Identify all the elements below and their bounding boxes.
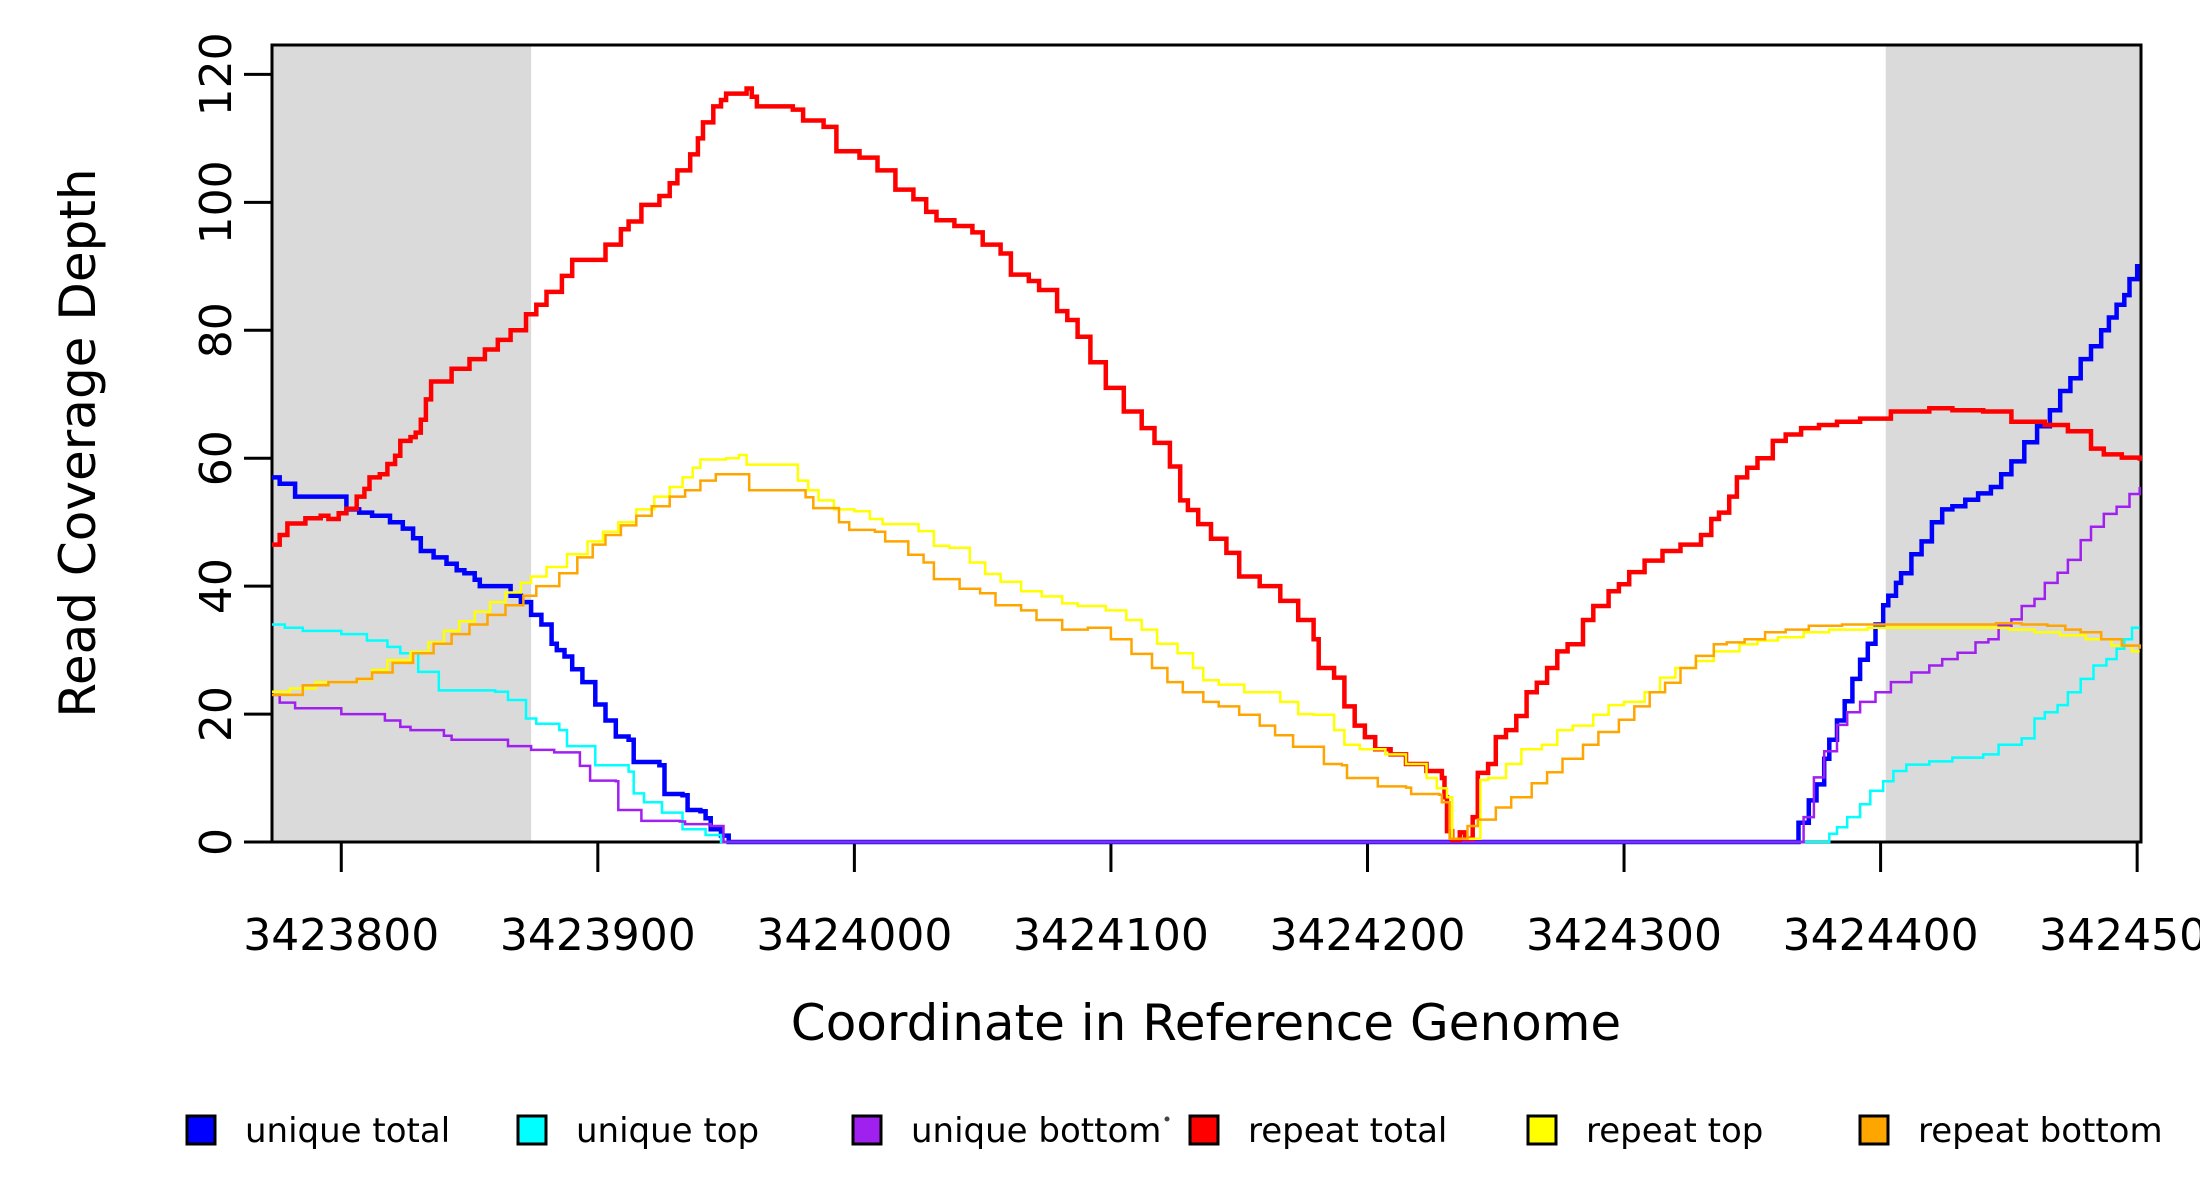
- y-axis-title: Read Coverage Depth: [49, 168, 107, 717]
- legend-swatch: [1188, 1114, 1220, 1146]
- y-tick-label: 100: [191, 160, 242, 244]
- y-tick-label: 120: [191, 32, 242, 116]
- legend-item-unique-top: unique top: [516, 1111, 759, 1151]
- legend-swatch: [1526, 1114, 1558, 1146]
- legend-label: unique top: [576, 1111, 759, 1151]
- x-tick-label: 3424100: [1013, 910, 1209, 961]
- x-tick-label: 3424300: [1526, 910, 1722, 961]
- y-tick-label: 0: [191, 828, 242, 856]
- y-tick-label: 40: [191, 558, 242, 614]
- legend-item-unique-bottom: unique bottom: [851, 1111, 1161, 1151]
- legend-label: repeat top: [1586, 1111, 1763, 1151]
- legend-swatch: [516, 1114, 548, 1146]
- series-unique-top: [272, 623, 2140, 844]
- right-repeat-region: [1885, 45, 2141, 842]
- legend-item-repeat-bottom: repeat bottom: [1858, 1111, 2163, 1151]
- legend-item-unique-total: unique total: [185, 1111, 450, 1151]
- x-tick-label: 3424000: [756, 910, 952, 961]
- series-unique-bottom: [272, 487, 2141, 844]
- x-tick-label: 3424200: [1270, 910, 1466, 961]
- legend-swatch: [185, 1114, 217, 1146]
- series-unique-total: [272, 264, 2140, 845]
- series-repeat-bottom: [272, 472, 2141, 841]
- x-tick-label: 3423800: [243, 910, 439, 961]
- x-tick-label: 3424400: [1783, 910, 1979, 961]
- stray-dot: [1164, 1116, 1170, 1122]
- x-tick-label: 3423900: [500, 910, 696, 961]
- legend-item-repeat-top: repeat top: [1526, 1111, 1763, 1151]
- axes-layer: 3423800 3423900 3424000 3424100 3424200 34243…: [191, 32, 2200, 961]
- series-layer: [272, 86, 2142, 845]
- legend-item-repeat-total: repeat total: [1188, 1111, 1447, 1151]
- series-repeat-top: [272, 453, 2140, 841]
- legend: unique total unique top unique bottom repea…: [185, 1111, 2163, 1151]
- legend-swatch: [851, 1114, 883, 1146]
- x-axis-title: Coordinate in Reference Genome: [791, 994, 1621, 1052]
- legend-label: unique total: [245, 1111, 450, 1151]
- legend-label: unique bottom: [911, 1111, 1161, 1151]
- y-tick-label: 60: [191, 430, 242, 486]
- series-repeat-total: [272, 86, 2142, 843]
- legend-swatch: [1858, 1114, 1890, 1146]
- y-tick-label: 20: [191, 686, 242, 742]
- legend-label: repeat bottom: [1918, 1111, 2163, 1151]
- y-tick-label: 80: [191, 302, 242, 358]
- legend-label: repeat total: [1248, 1111, 1447, 1151]
